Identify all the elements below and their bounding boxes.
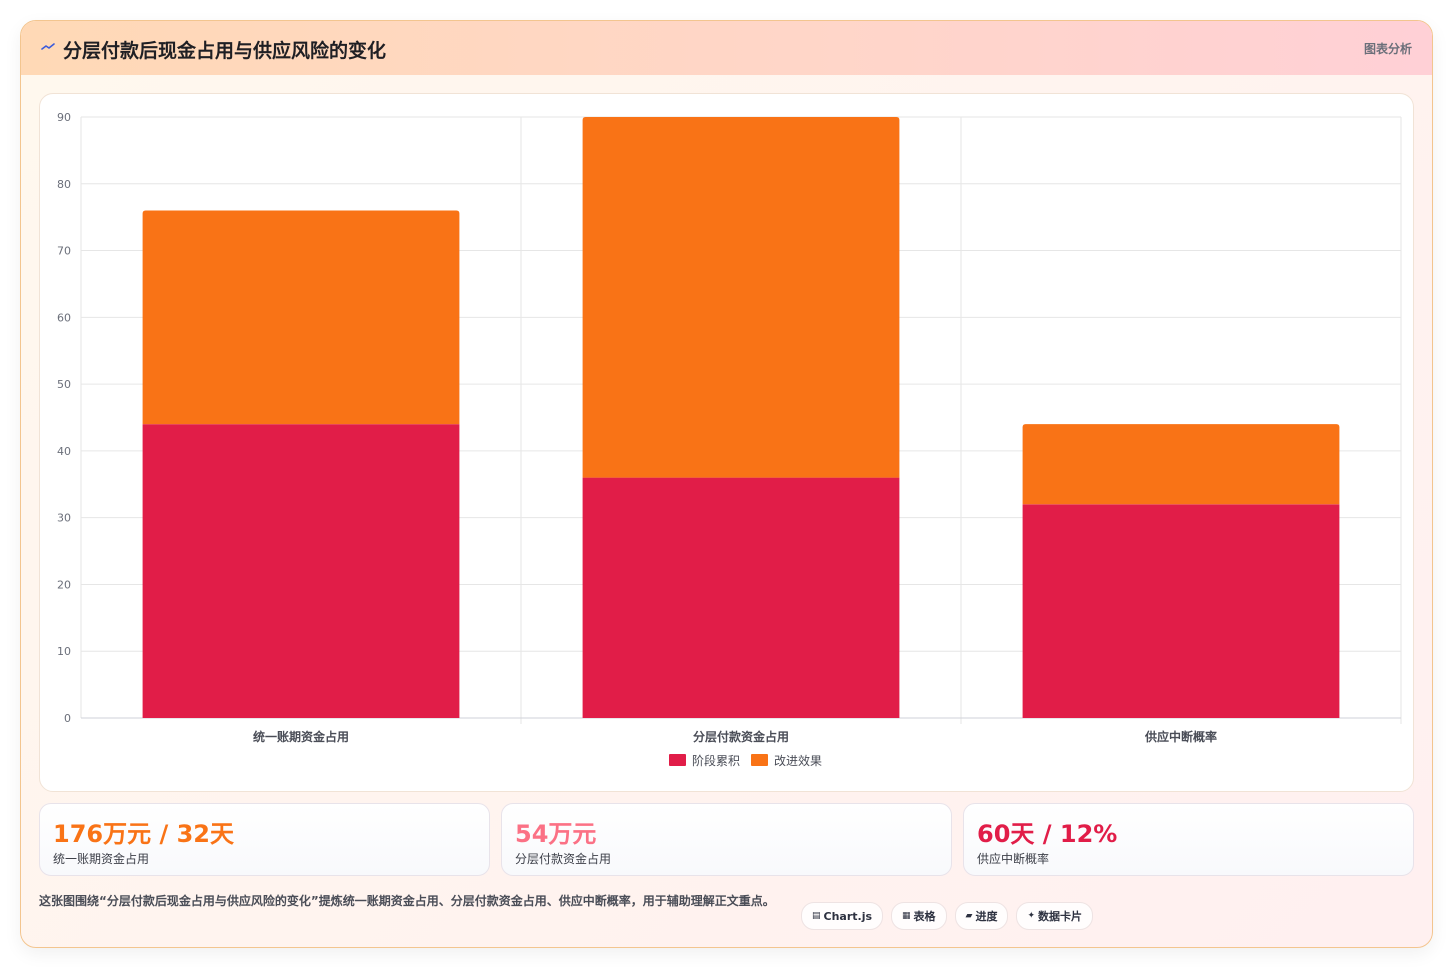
x-tick-label: 分层付款资金占用 [693, 729, 789, 744]
bar-segment-1-2 [582, 477, 900, 718]
y-tick-label: 30 [57, 512, 71, 525]
feature-chips: ▤ Chart.js ▦ 表格 ▰ 进度 ✦ 数据卡片 [801, 902, 1094, 930]
chart-container: 0 10 20 30 40 50 60 70 80 90 统一账期资金占用 分层付款资金占用 供应中断概… [39, 93, 1414, 792]
chip-label: 表格 [913, 910, 936, 923]
y-tick-label: 20 [57, 578, 71, 591]
chart-icon: ▤ [812, 911, 821, 921]
y-tick-label: 70 [57, 245, 71, 258]
chart-analysis-label: 图表分析 [1363, 42, 1412, 56]
stat-value: 54万元 [515, 820, 597, 848]
y-tick-label: 80 [57, 178, 71, 191]
stat-card-unified: 176万元 / 32天 统一账期资金占用 [39, 803, 490, 876]
bar-segment-2-3 [1022, 424, 1340, 505]
page-title: 分层付款后现金占用与供应风险的变化 [63, 40, 387, 62]
y-tick-label: 40 [57, 445, 71, 458]
chip-label: 进度 [975, 910, 998, 923]
legend-swatch [669, 754, 686, 766]
bar-segment-2-2 [582, 117, 900, 478]
bar-segment-2-1 [142, 210, 460, 425]
stacked-bar-chart: 0 10 20 30 40 50 60 70 80 90 统一账期资金占用 分层付款资金占用 供应中断概… [57, 111, 1402, 768]
chip-label: Chart.js [823, 909, 873, 923]
stat-label: 分层付款资金占用 [515, 852, 612, 866]
legend-label: 改进效果 [774, 753, 822, 768]
sparkline-icon [41, 43, 55, 50]
bar-segment-1-3 [1022, 504, 1340, 718]
stat-label: 供应中断概率 [977, 852, 1050, 866]
y-tick-label: 0 [64, 712, 71, 725]
y-tick-label: 10 [57, 645, 71, 658]
progress-icon: ▰ [965, 911, 973, 921]
bar-segment-1-1 [142, 424, 460, 718]
chip-chartjs[interactable]: ▤ Chart.js [801, 902, 884, 930]
x-tick-label: 供应中断概率 [1144, 729, 1217, 744]
stat-value: 60天 / 12% [977, 820, 1118, 848]
y-tick-label: 90 [57, 111, 71, 124]
legend-swatch [751, 754, 768, 766]
stat-card-tiered: 54万元 分层付款资金占用 [501, 803, 952, 876]
chip-table[interactable]: ▦ 表格 [891, 902, 947, 930]
chip-data-card[interactable]: ✦ 数据卡片 [1016, 902, 1094, 930]
summary-text: 这张图围绕“分层付款后现金占用与供应风险的变化”提炼统一账期资金占用、分层付款资… [39, 894, 775, 908]
legend-label: 阶段累积 [692, 753, 740, 768]
stat-card-supply-risk: 60天 / 12% 供应中断概率 [963, 803, 1414, 876]
sparkle-icon: ✦ [1027, 911, 1036, 921]
stat-label: 统一账期资金占用 [53, 852, 150, 866]
card-header: 分层付款后现金占用与供应风险的变化 图表分析 [21, 21, 1432, 75]
y-tick-label: 50 [57, 378, 71, 391]
chart-card: 分层付款后现金占用与供应风险的变化 图表分析 0 10 20 30 40 50 60 70 80… [20, 20, 1433, 948]
table-icon: ▦ [902, 911, 911, 921]
chip-label: 数据卡片 [1038, 910, 1083, 923]
x-tick-label: 统一账期资金占用 [253, 729, 349, 744]
chip-progress[interactable]: ▰ 进度 [954, 902, 1009, 930]
y-tick-label: 60 [57, 311, 71, 324]
stat-value: 176万元 / 32天 [53, 820, 234, 848]
